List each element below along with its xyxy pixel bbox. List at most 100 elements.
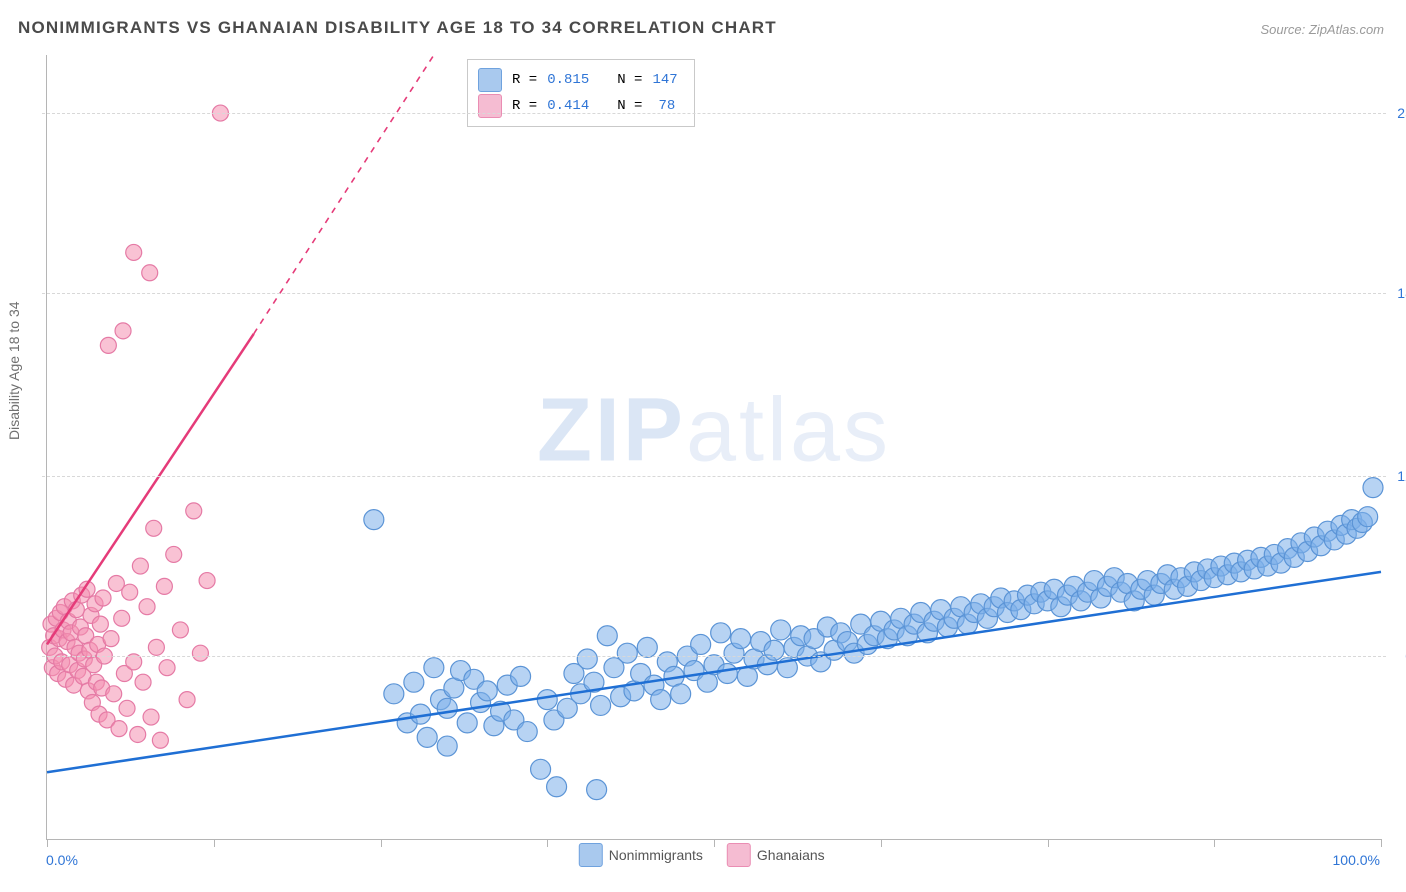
legend-item-ghanaians: Ghanaians (727, 843, 825, 867)
data-point (166, 546, 182, 562)
data-point (130, 726, 146, 742)
data-point (404, 672, 424, 692)
gridline-h (42, 476, 1386, 477)
y-tick-label: 12.5% (1387, 468, 1406, 484)
data-point (731, 629, 751, 649)
data-point (143, 709, 159, 725)
data-point (1358, 507, 1378, 527)
n-label: N = (617, 98, 642, 114)
data-point (186, 503, 202, 519)
data-point (457, 713, 477, 733)
data-point (637, 637, 657, 657)
x-tick (714, 839, 715, 847)
data-point (159, 660, 175, 676)
n-label: N = (617, 72, 642, 88)
correlation-legend: R = 0.815 N = 147 R = 0.414 N = 78 (467, 59, 695, 127)
n-value-ghanaians: 78 (652, 98, 675, 114)
trendline-nonimmigrants (47, 572, 1381, 772)
data-point (111, 721, 127, 737)
data-point (384, 684, 404, 704)
data-point (587, 780, 607, 800)
gridline-h (42, 293, 1386, 294)
chart-title: NONIMMIGRANTS VS GHANAIAN DISABILITY AGE… (18, 18, 777, 38)
y-tick-label: 18.8% (1387, 285, 1406, 301)
gridline-h (42, 656, 1386, 657)
swatch-pink (478, 94, 502, 118)
data-point (172, 622, 188, 638)
data-point (591, 695, 611, 715)
chart-svg (47, 55, 1381, 839)
data-point (577, 649, 597, 669)
n-value-nonimmigrants: 147 (652, 72, 677, 88)
data-point (437, 736, 457, 756)
data-point (152, 732, 168, 748)
data-point (132, 558, 148, 574)
swatch-blue (478, 68, 502, 92)
data-point (537, 690, 557, 710)
x-tick (547, 839, 548, 847)
source-attribution: Source: ZipAtlas.com (1260, 22, 1384, 37)
x-tick (1214, 839, 1215, 847)
series-legend: Nonimmigrants Ghanaians (579, 843, 825, 867)
data-point (417, 727, 437, 747)
r-value-ghanaians: 0.414 (547, 98, 589, 114)
data-point (106, 686, 122, 702)
data-point (617, 643, 637, 663)
r-label: R = (512, 98, 537, 114)
data-point (199, 573, 215, 589)
x-tick (214, 839, 215, 847)
data-point (126, 244, 142, 260)
data-point (691, 634, 711, 654)
data-point (711, 623, 731, 643)
swatch-pink (727, 843, 751, 867)
legend-row-nonimmigrants: R = 0.815 N = 147 (478, 68, 678, 92)
trendline-ghanaians-dashed (254, 55, 434, 334)
data-point (142, 265, 158, 281)
data-point (103, 631, 119, 647)
plot-area: ZIPatlas R = 0.815 N = 147 R = 0.414 N =… (46, 55, 1381, 840)
data-point (671, 684, 691, 704)
data-point (437, 698, 457, 718)
data-point (114, 610, 130, 626)
data-point (764, 640, 784, 660)
x-tick (47, 839, 48, 847)
y-axis-title: Disability Age 18 to 34 (6, 301, 22, 440)
legend-item-nonimmigrants: Nonimmigrants (579, 843, 703, 867)
data-point (597, 626, 617, 646)
data-point (424, 658, 444, 678)
data-point (92, 616, 108, 632)
data-point (146, 520, 162, 536)
x-axis-label-max: 100.0% (1333, 852, 1380, 868)
data-point (517, 722, 537, 742)
data-point (95, 590, 111, 606)
data-point (364, 510, 384, 530)
data-point (192, 645, 208, 661)
x-tick (881, 839, 882, 847)
x-tick (1381, 839, 1382, 847)
x-tick (1048, 839, 1049, 847)
data-point (477, 681, 497, 701)
trendline-ghanaians-solid (47, 334, 254, 645)
data-point (651, 690, 671, 710)
data-point (511, 666, 531, 686)
data-point (122, 584, 138, 600)
data-point (547, 777, 567, 797)
legend-row-ghanaians: R = 0.414 N = 78 (478, 94, 678, 118)
data-point (139, 599, 155, 615)
data-point (1363, 478, 1383, 498)
data-point (531, 759, 551, 779)
data-point (100, 337, 116, 353)
data-point (179, 692, 195, 708)
x-tick (381, 839, 382, 847)
data-point (135, 674, 151, 690)
data-point (156, 578, 172, 594)
r-label: R = (512, 72, 537, 88)
gridline-h (42, 113, 1386, 114)
data-point (148, 639, 164, 655)
y-tick-label: 6.3% (1387, 648, 1406, 664)
data-point (771, 620, 791, 640)
series-label-ghanaians: Ghanaians (757, 847, 825, 863)
r-value-nonimmigrants: 0.815 (547, 72, 589, 88)
y-tick-label: 25.0% (1387, 105, 1406, 121)
data-point (119, 700, 135, 716)
